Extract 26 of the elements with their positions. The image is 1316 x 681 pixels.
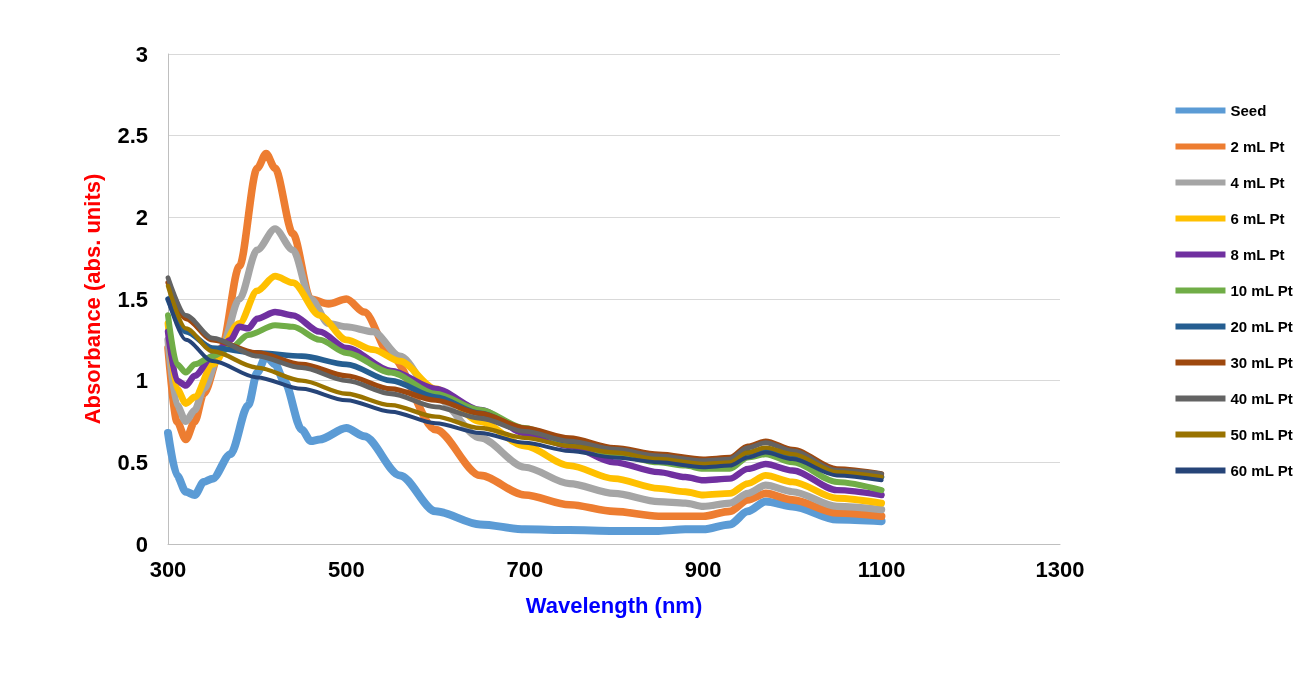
- y-tick-label: 0: [135, 531, 148, 557]
- x-tick-label: 1300: [1035, 556, 1085, 582]
- x-tick-label: 700: [506, 556, 544, 582]
- legend-label: 50 mL Pt: [1230, 426, 1293, 443]
- y-tick-label: 0.5: [117, 449, 148, 475]
- legend-label: Seed: [1230, 102, 1267, 119]
- x-tick-label: 500: [328, 556, 365, 582]
- legend-label: 6 mL Pt: [1230, 210, 1285, 227]
- legend-label: 20 mL Pt: [1230, 318, 1293, 335]
- x-axis-title: Wavelength (nm): [525, 592, 703, 618]
- legend-label: 4 mL Pt: [1230, 174, 1285, 191]
- legend-label: 2 mL Pt: [1230, 138, 1285, 155]
- legend-label: 8 mL Pt: [1230, 246, 1285, 263]
- x-tick-label: 300: [149, 556, 187, 582]
- legend-label: 40 mL Pt: [1230, 390, 1293, 407]
- y-tick-label: 2: [135, 204, 148, 230]
- x-tick-label: 900: [684, 556, 722, 582]
- x-tick-label: 1100: [857, 556, 906, 582]
- legend-label: 10 mL Pt: [1230, 282, 1293, 299]
- y-tick-label: 1: [135, 368, 148, 394]
- y-tick-label: 3: [135, 41, 148, 67]
- legend-label: 60 mL Pt: [1230, 462, 1293, 479]
- y-tick-label: 2.5: [117, 123, 148, 149]
- y-axis-title: Absorbance (abs. units): [79, 173, 105, 425]
- legend-label: 30 mL Pt: [1230, 354, 1293, 371]
- y-tick-label: 1.5: [117, 286, 148, 312]
